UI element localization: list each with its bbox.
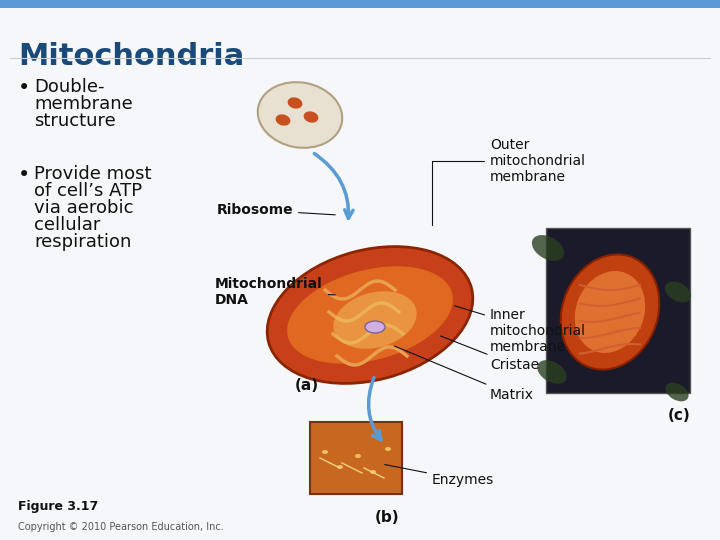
FancyArrowPatch shape: [369, 377, 381, 440]
Text: respiration: respiration: [34, 233, 131, 251]
FancyBboxPatch shape: [0, 8, 720, 540]
Text: cellular: cellular: [34, 216, 100, 234]
Text: Enzymes: Enzymes: [384, 464, 494, 487]
Text: Matrix: Matrix: [395, 346, 534, 402]
Ellipse shape: [665, 383, 688, 401]
FancyBboxPatch shape: [0, 0, 720, 8]
Text: •: •: [18, 78, 30, 98]
Text: Outer
mitochondrial
membrane: Outer mitochondrial membrane: [432, 138, 586, 225]
Ellipse shape: [333, 291, 417, 349]
Ellipse shape: [385, 447, 391, 451]
Text: Cristae: Cristae: [441, 336, 539, 372]
Ellipse shape: [370, 470, 376, 474]
Text: Ribosome: Ribosome: [217, 203, 336, 217]
Text: (c): (c): [668, 408, 690, 423]
FancyBboxPatch shape: [546, 228, 690, 393]
Text: (a): (a): [295, 378, 319, 393]
Ellipse shape: [322, 450, 328, 454]
Text: membrane: membrane: [34, 95, 132, 113]
Text: via aerobic: via aerobic: [34, 199, 133, 217]
Text: (b): (b): [375, 510, 400, 525]
Ellipse shape: [337, 465, 343, 469]
Text: Double-: Double-: [34, 78, 104, 96]
Ellipse shape: [287, 97, 302, 109]
Text: structure: structure: [34, 112, 116, 130]
Text: Mitochondria: Mitochondria: [18, 42, 244, 71]
Ellipse shape: [276, 114, 290, 126]
Ellipse shape: [304, 111, 318, 123]
Ellipse shape: [267, 247, 473, 383]
Ellipse shape: [665, 281, 691, 302]
Text: •: •: [18, 165, 30, 185]
Ellipse shape: [537, 360, 567, 384]
Text: Mitochondrial
DNA: Mitochondrial DNA: [215, 277, 336, 307]
Text: Figure 3.17: Figure 3.17: [18, 500, 98, 513]
Text: Provide most: Provide most: [34, 165, 151, 183]
Text: of cell’s ATP: of cell’s ATP: [34, 182, 142, 200]
Ellipse shape: [575, 271, 645, 353]
Ellipse shape: [532, 235, 564, 261]
Ellipse shape: [365, 321, 385, 333]
Ellipse shape: [258, 82, 342, 148]
FancyBboxPatch shape: [310, 422, 402, 494]
Ellipse shape: [355, 454, 361, 458]
Text: Copyright © 2010 Pearson Education, Inc.: Copyright © 2010 Pearson Education, Inc.: [18, 522, 224, 532]
Ellipse shape: [561, 254, 660, 369]
FancyArrowPatch shape: [315, 153, 353, 218]
Ellipse shape: [287, 266, 453, 364]
Text: Inner
mitochondrial
membrane: Inner mitochondrial membrane: [454, 306, 586, 354]
